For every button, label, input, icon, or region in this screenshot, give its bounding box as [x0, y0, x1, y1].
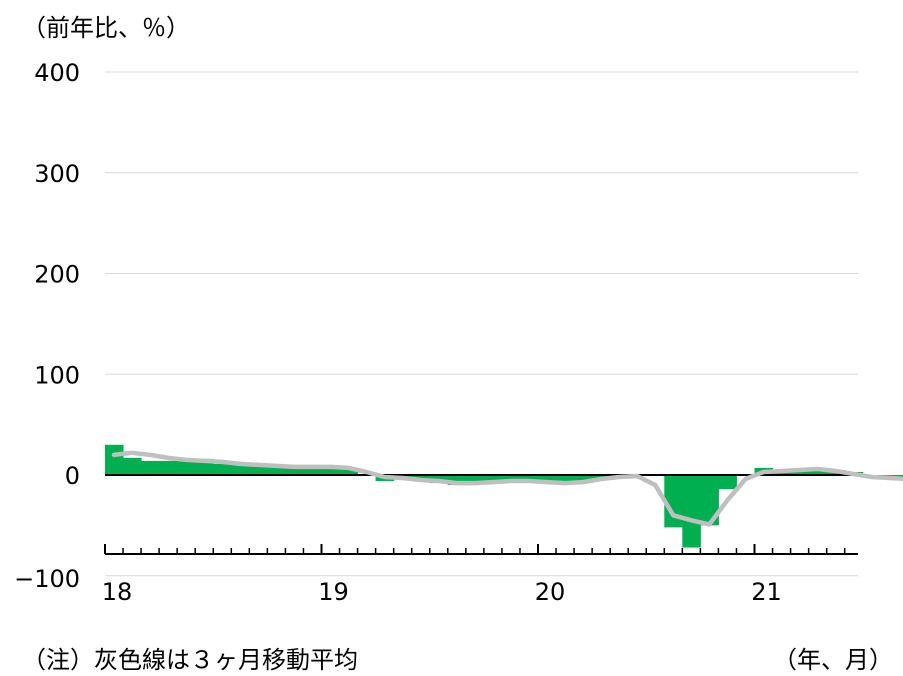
bar [574, 475, 593, 484]
bar [177, 459, 196, 475]
x-tick-label: 19 [318, 578, 349, 606]
bar-series [105, 444, 903, 548]
moving-average-line [111, 450, 903, 527]
bar [123, 457, 142, 475]
x-axis: 18 19 20 21 [102, 544, 858, 606]
bar [267, 466, 286, 475]
bar [682, 475, 701, 548]
x-axis-unit-label: （年、月） [773, 646, 893, 674]
bar [465, 475, 485, 484]
bar [141, 460, 160, 475]
bar [321, 466, 341, 475]
bar [501, 475, 521, 481]
bar [538, 475, 557, 484]
y-tick-label: 200 [34, 261, 80, 289]
bar [159, 460, 178, 475]
bar [772, 471, 792, 475]
x-tick-label: 18 [102, 578, 133, 606]
bar [339, 468, 359, 475]
x-tick-label: 21 [751, 578, 782, 606]
bar [700, 475, 719, 526]
y-axis-unit-label: （前年比、％） [22, 14, 190, 42]
y-tick-labels: −100 0 100 200 300 400 [14, 59, 80, 593]
y-tick-label: 400 [34, 59, 80, 87]
bar [790, 470, 810, 475]
bar [718, 475, 737, 490]
bar [213, 463, 232, 475]
bar [483, 475, 503, 482]
y-tick-label: 0 [65, 462, 80, 490]
y-tick-label: 300 [34, 160, 80, 188]
y-tick-label: −100 [14, 565, 80, 593]
x-tick-label: 20 [535, 578, 566, 606]
bar [519, 475, 539, 483]
bar [447, 475, 467, 486]
bar [592, 475, 611, 479]
bar [285, 466, 304, 475]
bar [303, 466, 322, 475]
chart-note: （注）灰色線は３ヶ月移動平均 [22, 646, 358, 674]
bar [808, 470, 828, 475]
bar [231, 464, 250, 475]
bar [664, 475, 683, 528]
moving-average-series [111, 450, 903, 527]
y-tick-label: 100 [34, 361, 80, 389]
bar [556, 475, 575, 485]
bar [105, 444, 124, 475]
bar [249, 465, 268, 475]
gridlines [105, 71, 858, 577]
